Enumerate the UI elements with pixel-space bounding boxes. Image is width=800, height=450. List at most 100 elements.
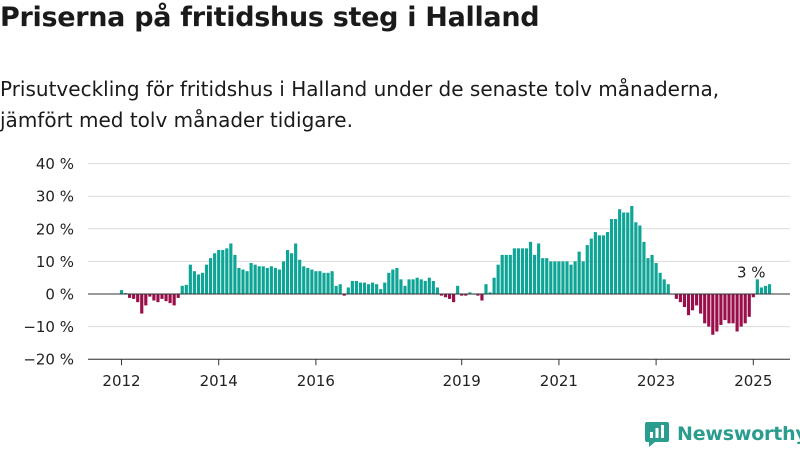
bar	[439, 294, 444, 296]
y-tick-label: 40 %	[36, 155, 74, 173]
bar	[180, 285, 184, 294]
bar	[727, 294, 731, 324]
bar	[524, 248, 529, 294]
bar	[342, 294, 346, 296]
bar	[565, 261, 569, 294]
bar	[261, 266, 265, 294]
bar	[431, 280, 435, 294]
y-tick-label: 30 %	[36, 188, 74, 206]
bar	[326, 272, 330, 294]
chart-subtitle: Prisutveckling för fritidshus i Halland …	[0, 77, 720, 132]
chart-title: Priserna på fritidshus steg i Halland	[0, 2, 540, 33]
bar	[545, 258, 549, 294]
bar	[699, 294, 703, 314]
bar	[711, 294, 715, 335]
bar	[492, 277, 496, 294]
bar	[298, 259, 302, 294]
bar	[533, 254, 537, 294]
bar	[573, 261, 577, 294]
bar	[464, 294, 468, 296]
bar	[395, 267, 399, 294]
bars	[119, 205, 772, 335]
bar	[375, 284, 379, 294]
x-tick-label: 2012	[102, 372, 140, 390]
bar	[269, 266, 273, 294]
bar	[225, 248, 229, 294]
bar	[508, 254, 512, 294]
bar	[658, 272, 662, 294]
bar	[605, 232, 610, 294]
bar	[731, 294, 735, 324]
bar	[557, 261, 561, 294]
bar	[638, 225, 642, 294]
bar	[703, 294, 707, 324]
bar	[443, 294, 448, 298]
bar	[528, 241, 533, 294]
bar	[415, 277, 419, 294]
bar	[132, 294, 136, 299]
bar	[314, 271, 318, 294]
bar	[354, 280, 358, 294]
bar	[735, 294, 739, 332]
bar	[763, 285, 768, 294]
bar	[362, 282, 367, 294]
bar	[626, 212, 630, 294]
bar	[290, 253, 294, 294]
bar	[678, 294, 682, 303]
bar	[435, 287, 439, 294]
newsworthy-logo-icon	[645, 422, 669, 447]
bar	[249, 263, 253, 294]
bar	[144, 294, 148, 306]
y-tick-label: −10 %	[23, 318, 74, 336]
bar	[460, 294, 464, 296]
bar	[585, 245, 589, 294]
bar	[504, 254, 508, 294]
bar	[452, 294, 456, 303]
bar	[379, 289, 383, 294]
bar	[217, 249, 221, 294]
bar	[366, 284, 371, 294]
bar	[172, 294, 176, 306]
bar	[743, 294, 747, 324]
bar	[739, 294, 743, 327]
bar	[723, 294, 727, 321]
bar	[541, 258, 545, 294]
bar	[140, 294, 144, 314]
bar	[468, 292, 472, 294]
bar	[423, 280, 427, 294]
brand-name: Newsworthy	[677, 423, 800, 445]
y-axis-tick-labels: 40 % 30 % 20 % 10 % 0 % −10 % −20 %	[23, 155, 74, 369]
bar	[609, 219, 614, 294]
bar	[707, 294, 711, 327]
bar	[358, 282, 363, 294]
bar	[767, 284, 772, 294]
bar	[245, 271, 249, 294]
bar	[634, 222, 638, 294]
bar	[152, 294, 156, 301]
bar	[447, 294, 452, 299]
bar	[403, 285, 407, 294]
bar	[614, 219, 618, 294]
bar	[419, 279, 423, 294]
bar	[192, 271, 196, 294]
bar	[512, 248, 516, 294]
bar	[229, 243, 233, 294]
bar	[265, 267, 269, 294]
bar	[277, 269, 282, 294]
bar	[642, 241, 646, 294]
bar	[759, 287, 763, 294]
bar	[156, 294, 160, 303]
bar	[597, 235, 601, 294]
x-axis: 2012 2014 2016 2019 2021 2023 2025	[88, 358, 790, 390]
bar	[204, 264, 209, 294]
bar	[561, 261, 565, 294]
grid-lines	[88, 163, 790, 360]
bar	[589, 238, 593, 294]
bar	[407, 279, 411, 294]
bar	[387, 272, 391, 294]
bar	[553, 261, 557, 294]
bar	[196, 274, 201, 294]
bar	[480, 294, 484, 301]
bar	[200, 272, 205, 294]
bar	[630, 205, 634, 294]
